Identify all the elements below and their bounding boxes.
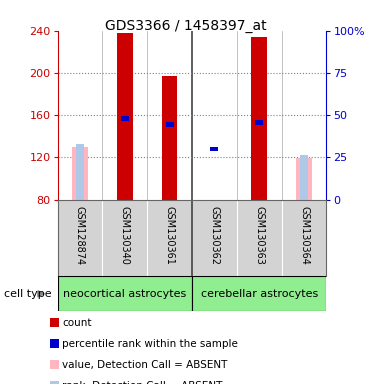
Bar	[76, 144, 84, 200]
Bar	[117, 33, 132, 200]
Text: GSM130364: GSM130364	[299, 206, 309, 265]
Text: cell type: cell type	[4, 289, 51, 299]
Bar	[252, 37, 267, 200]
Bar	[121, 116, 129, 121]
Text: count: count	[62, 318, 92, 328]
Text: GSM130340: GSM130340	[120, 206, 130, 265]
Bar	[296, 159, 312, 200]
Text: GSM130363: GSM130363	[254, 206, 264, 265]
Bar	[72, 147, 88, 200]
Bar	[210, 147, 219, 151]
Text: value, Detection Call = ABSENT: value, Detection Call = ABSENT	[62, 360, 227, 370]
Bar	[165, 122, 174, 127]
Bar	[50, 339, 59, 348]
Text: rank, Detection Call = ABSENT: rank, Detection Call = ABSENT	[62, 381, 222, 384]
Text: cerebellar astrocytes: cerebellar astrocytes	[201, 289, 318, 299]
Bar	[50, 318, 59, 327]
Text: GSM130361: GSM130361	[165, 206, 175, 265]
Text: GSM130362: GSM130362	[209, 206, 219, 265]
Bar	[50, 360, 59, 369]
Bar	[300, 156, 308, 200]
Bar	[255, 120, 263, 125]
Bar	[50, 381, 59, 384]
Text: neocortical astrocytes: neocortical astrocytes	[63, 289, 186, 299]
FancyBboxPatch shape	[58, 276, 192, 311]
Bar	[162, 76, 177, 200]
Text: GDS3366 / 1458397_at: GDS3366 / 1458397_at	[105, 19, 266, 33]
Text: percentile rank within the sample: percentile rank within the sample	[62, 339, 238, 349]
Text: GSM128874: GSM128874	[75, 206, 85, 265]
FancyBboxPatch shape	[192, 276, 326, 311]
